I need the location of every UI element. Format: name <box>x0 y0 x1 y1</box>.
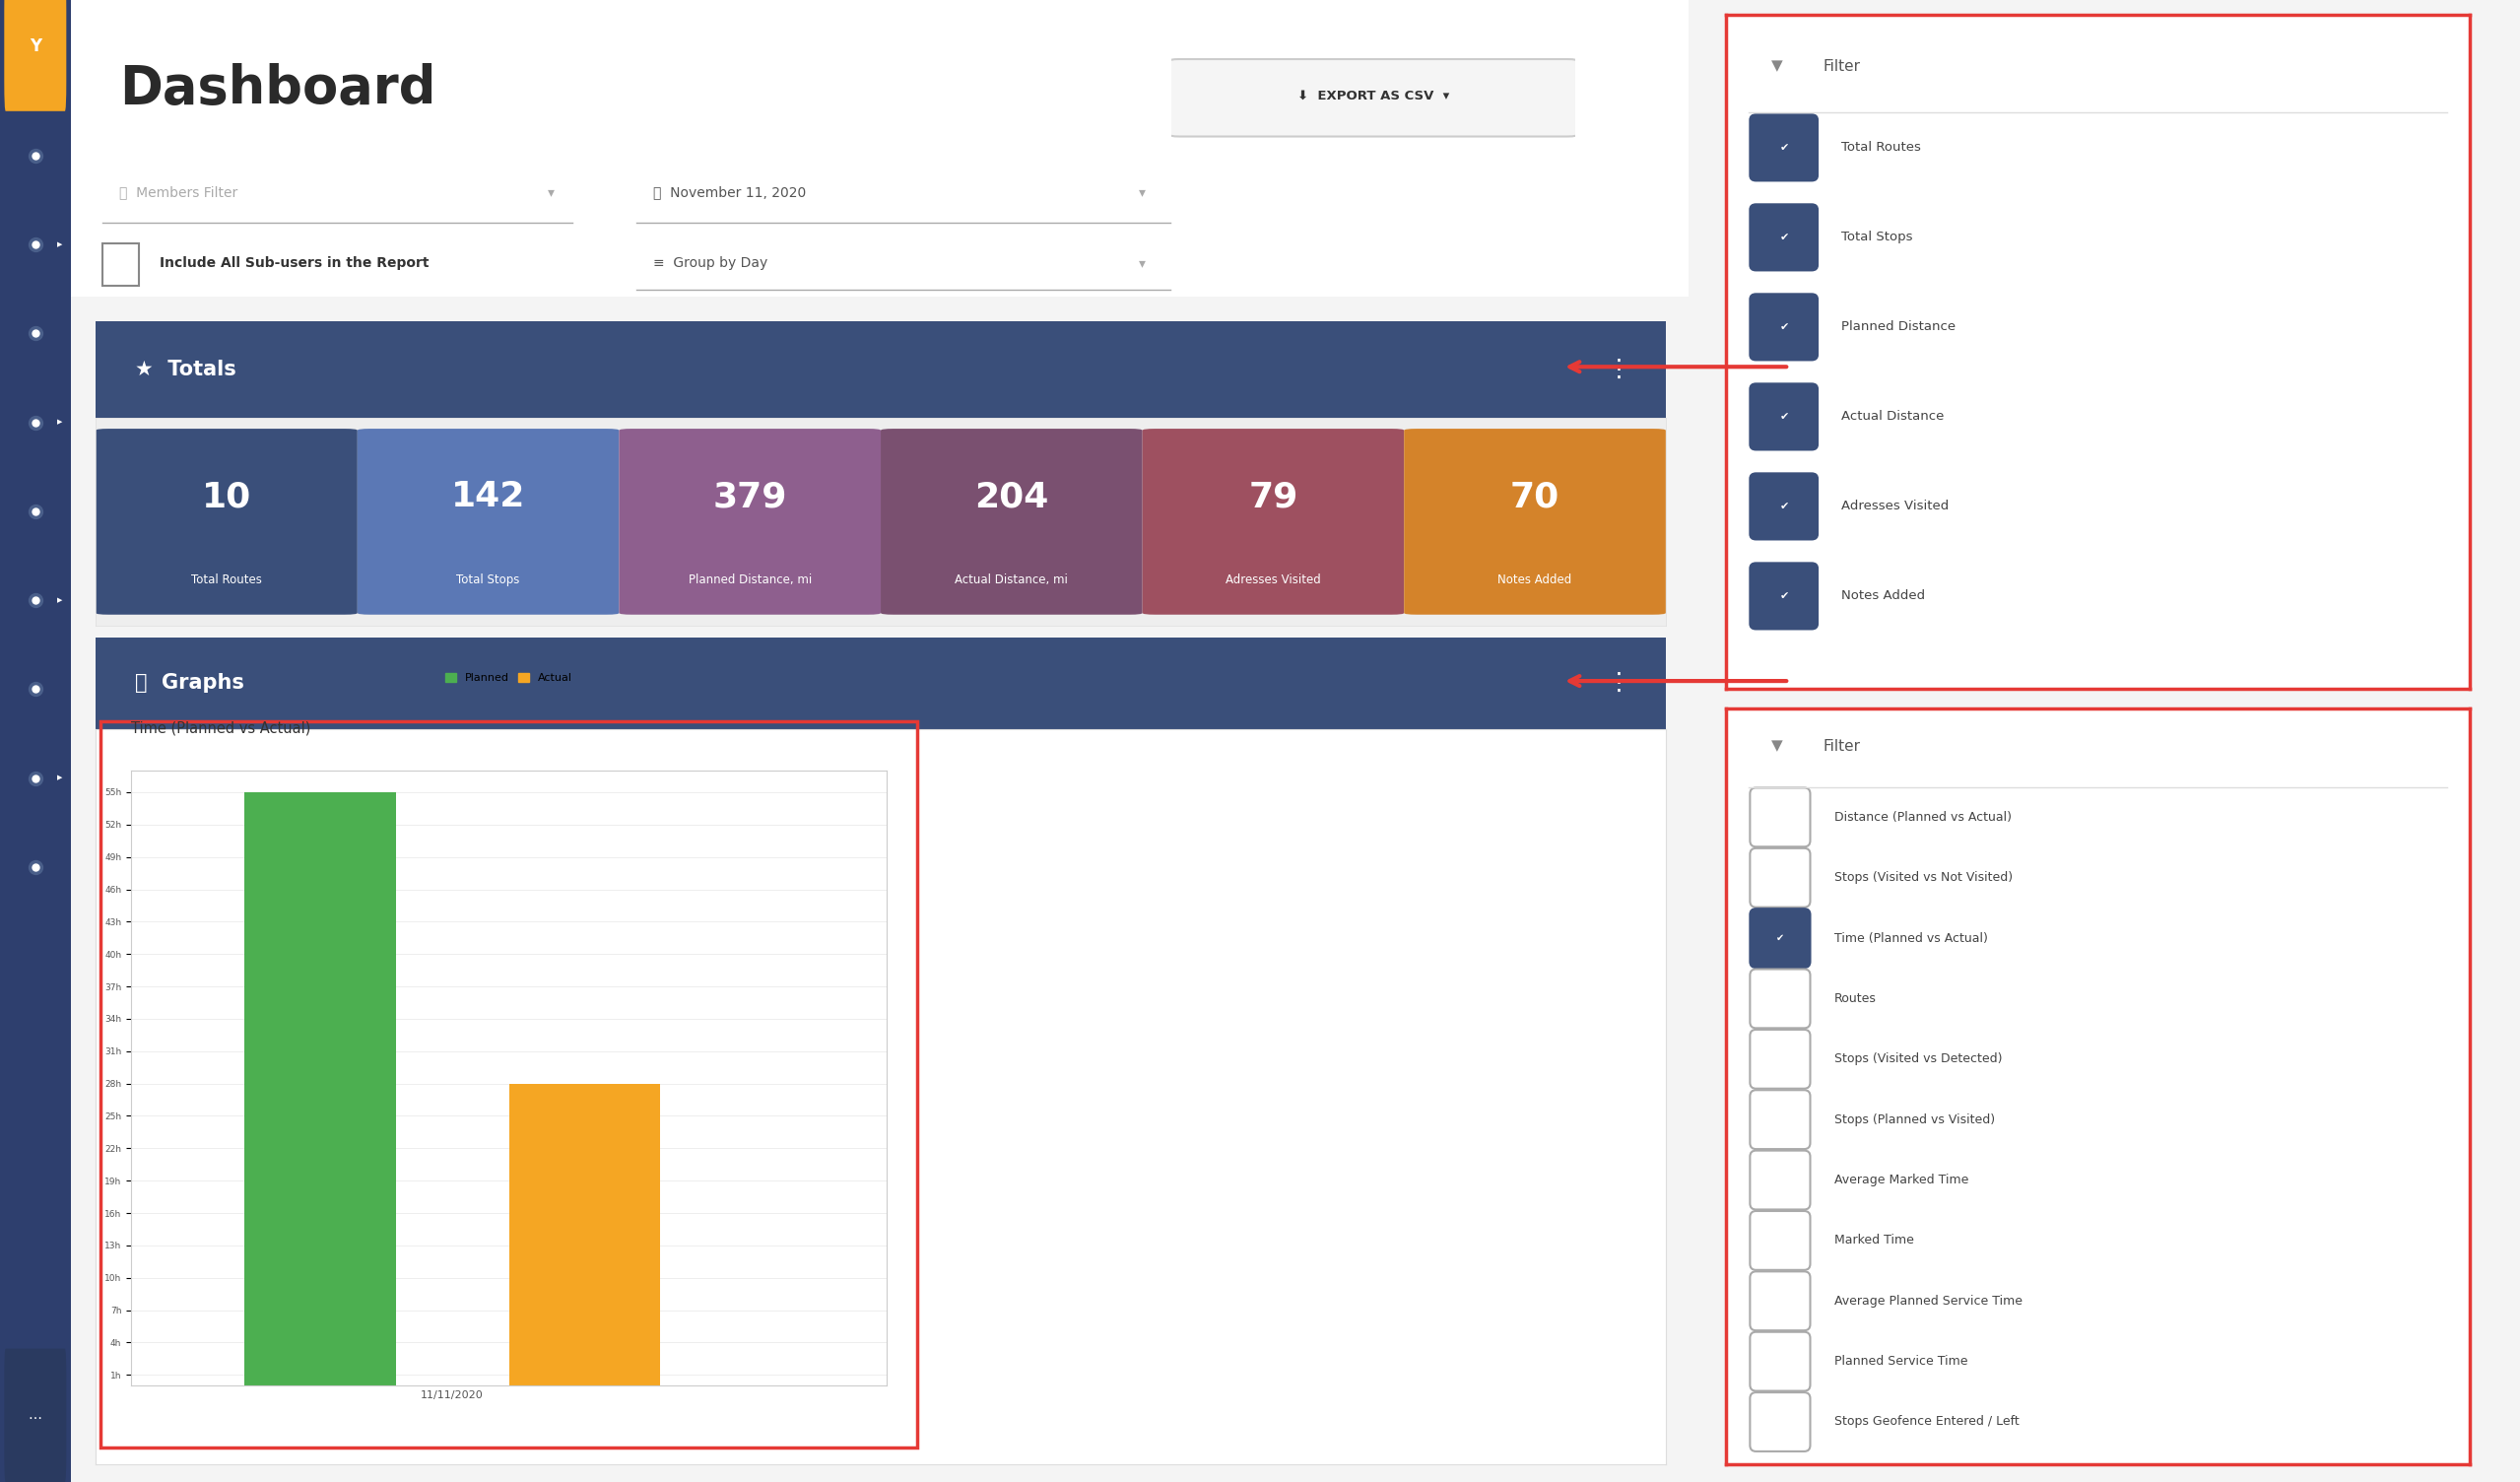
Text: Marked Time: Marked Time <box>1835 1235 1913 1246</box>
Text: ✔: ✔ <box>1779 322 1789 332</box>
Text: Notes Added: Notes Added <box>1842 590 1925 603</box>
FancyBboxPatch shape <box>1749 1211 1809 1270</box>
Text: Adresses Visited: Adresses Visited <box>1842 499 1948 513</box>
FancyBboxPatch shape <box>1167 59 1580 136</box>
Text: ✔: ✔ <box>1779 142 1789 153</box>
Text: Actual Distance: Actual Distance <box>1842 411 1945 424</box>
Text: ⋮: ⋮ <box>1608 671 1630 695</box>
Text: Adresses Visited: Adresses Visited <box>1225 574 1320 587</box>
Text: Include All Sub-users in the Report: Include All Sub-users in the Report <box>159 256 428 270</box>
Text: 📅  November 11, 2020: 📅 November 11, 2020 <box>653 185 806 199</box>
Text: Stops (Visited vs Not Visited): Stops (Visited vs Not Visited) <box>1835 871 2013 885</box>
Text: Filter: Filter <box>1822 738 1860 753</box>
FancyBboxPatch shape <box>620 428 882 615</box>
Text: Actual Distance, mi: Actual Distance, mi <box>955 574 1068 587</box>
FancyBboxPatch shape <box>5 0 66 111</box>
Text: Notes Added: Notes Added <box>1497 574 1572 587</box>
FancyBboxPatch shape <box>1749 293 1817 360</box>
Text: Total Stops: Total Stops <box>1842 231 1913 243</box>
Text: ✔: ✔ <box>1779 412 1789 422</box>
Text: ▾: ▾ <box>547 185 554 199</box>
Text: Time (Planned vs Actual): Time (Planned vs Actual) <box>1835 932 1988 944</box>
FancyBboxPatch shape <box>5 1349 66 1482</box>
FancyBboxPatch shape <box>1749 969 1809 1029</box>
Text: Distance (Planned vs Actual): Distance (Planned vs Actual) <box>1835 811 2011 824</box>
FancyBboxPatch shape <box>1749 1332 1809 1392</box>
Text: Total Routes: Total Routes <box>1842 141 1920 154</box>
Text: Routes: Routes <box>1835 993 1877 1005</box>
Text: Average Marked Time: Average Marked Time <box>1835 1174 1968 1187</box>
Text: 70: 70 <box>1509 480 1560 514</box>
Text: 10: 10 <box>202 480 252 514</box>
FancyBboxPatch shape <box>1749 563 1817 630</box>
FancyBboxPatch shape <box>1749 205 1817 270</box>
Text: ✔: ✔ <box>1779 501 1789 511</box>
Text: ▾: ▾ <box>1139 185 1144 199</box>
Text: ★  Totals: ★ Totals <box>136 360 237 379</box>
Text: Stops Geofence Entered / Left: Stops Geofence Entered / Left <box>1835 1415 2019 1429</box>
Text: ✔: ✔ <box>1777 934 1784 943</box>
Text: ▶: ▶ <box>58 775 63 781</box>
Text: ✔: ✔ <box>1779 591 1789 602</box>
Text: Filter: Filter <box>1822 59 1860 74</box>
Text: ⬇  EXPORT AS CSV  ▾: ⬇ EXPORT AS CSV ▾ <box>1298 90 1449 102</box>
Text: ▶: ▶ <box>58 597 63 603</box>
Text: Time (Planned vs Actual): Time (Planned vs Actual) <box>131 720 310 735</box>
FancyBboxPatch shape <box>1749 384 1817 449</box>
Text: 👤  Members Filter: 👤 Members Filter <box>118 185 237 199</box>
Text: …: … <box>28 1408 43 1423</box>
Text: Planned Service Time: Planned Service Time <box>1835 1355 1968 1368</box>
Text: Total Stops: Total Stops <box>456 574 519 587</box>
FancyBboxPatch shape <box>882 428 1142 615</box>
FancyBboxPatch shape <box>1142 428 1404 615</box>
FancyBboxPatch shape <box>1749 114 1817 181</box>
FancyBboxPatch shape <box>1749 788 1809 846</box>
Text: Dashboard: Dashboard <box>118 64 436 114</box>
FancyBboxPatch shape <box>96 428 358 615</box>
FancyBboxPatch shape <box>1749 1393 1809 1451</box>
Text: ▶: ▶ <box>58 419 63 425</box>
Text: ▼: ▼ <box>1772 59 1782 74</box>
FancyBboxPatch shape <box>1749 473 1817 539</box>
FancyBboxPatch shape <box>1749 1091 1809 1149</box>
Text: Y: Y <box>30 37 40 55</box>
FancyBboxPatch shape <box>1749 848 1809 907</box>
FancyBboxPatch shape <box>1749 908 1809 968</box>
Text: Stops (Visited vs Detected): Stops (Visited vs Detected) <box>1835 1052 2001 1066</box>
Text: 79: 79 <box>1247 480 1298 514</box>
Text: 📊  Graphs: 📊 Graphs <box>136 673 244 694</box>
Text: ✔: ✔ <box>1779 233 1789 242</box>
FancyBboxPatch shape <box>1404 428 1666 615</box>
Bar <box>244 793 396 1386</box>
Text: 142: 142 <box>451 480 524 514</box>
Text: ▶: ▶ <box>58 242 63 247</box>
Text: Planned Distance: Planned Distance <box>1842 320 1956 333</box>
Text: Planned Distance, mi: Planned Distance, mi <box>688 574 811 587</box>
Text: Average Planned Service Time: Average Planned Service Time <box>1835 1295 2021 1307</box>
Text: 379: 379 <box>713 480 786 514</box>
FancyBboxPatch shape <box>358 428 620 615</box>
Text: Stops (Planned vs Visited): Stops (Planned vs Visited) <box>1835 1113 1996 1126</box>
Text: 204: 204 <box>975 480 1048 514</box>
Text: ▾: ▾ <box>1139 256 1144 270</box>
Text: ≡  Group by Day: ≡ Group by Day <box>653 256 769 270</box>
FancyBboxPatch shape <box>1749 1030 1809 1089</box>
Text: ⋮: ⋮ <box>1608 359 1630 381</box>
Bar <box>103 243 139 286</box>
Text: Total Routes: Total Routes <box>192 574 262 587</box>
FancyBboxPatch shape <box>1749 1150 1809 1209</box>
Text: ▼: ▼ <box>1772 738 1782 753</box>
Legend: Planned, Actual: Planned, Actual <box>441 668 577 688</box>
Bar <box>509 1083 660 1386</box>
FancyBboxPatch shape <box>1749 1272 1809 1331</box>
